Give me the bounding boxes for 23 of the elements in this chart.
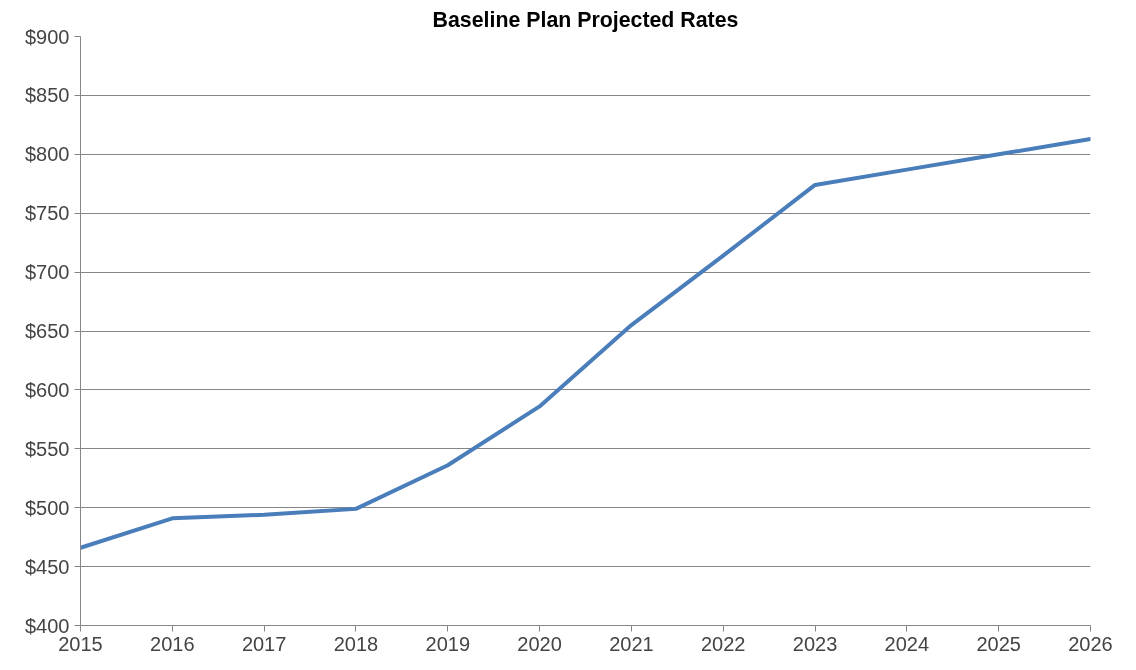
x-tick-label: 2016 xyxy=(150,632,195,655)
x-tick-label: 2023 xyxy=(792,632,838,655)
y-tick-label: $700 xyxy=(25,261,70,284)
y-tick-label: $650 xyxy=(25,320,70,342)
chart-title: Baseline Plan Projected Rates xyxy=(432,7,739,32)
y-tick-label: $850 xyxy=(25,84,70,107)
x-tick-label: 2018 xyxy=(333,632,379,655)
x-tick-label: 2019 xyxy=(425,632,471,655)
x-tick-label: 2020 xyxy=(517,632,562,655)
x-tick-label: 2026 xyxy=(1068,632,1113,655)
y-tick-label: $600 xyxy=(25,378,70,401)
line-series xyxy=(80,136,1091,550)
x-tick-label: 2024 xyxy=(884,632,930,655)
y-tick-label: $500 xyxy=(25,496,70,519)
y-tick-label: $800 xyxy=(25,143,70,166)
x-tick-label: 2017 xyxy=(241,632,287,655)
y-tick-label: $900 xyxy=(25,25,70,48)
x-tick-label: 2021 xyxy=(609,632,654,655)
x-tick-label: 2025 xyxy=(976,632,1021,655)
y-tick-label: $450 xyxy=(25,555,70,578)
x-tick-label: 2022 xyxy=(700,632,746,655)
y-tick-label: $750 xyxy=(25,202,70,225)
y-tick-label: $550 xyxy=(25,437,70,460)
